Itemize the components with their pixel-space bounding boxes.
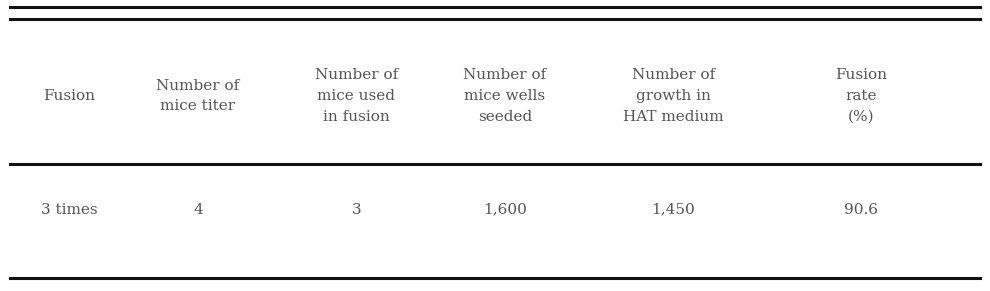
Text: 1,600: 1,600 bbox=[483, 203, 527, 217]
Text: Number of
growth in
HAT medium: Number of growth in HAT medium bbox=[623, 68, 724, 124]
Text: Fusion
rate
(%): Fusion rate (%) bbox=[836, 68, 887, 124]
Text: Fusion: Fusion bbox=[44, 89, 95, 103]
Text: Number of
mice used
in fusion: Number of mice used in fusion bbox=[315, 68, 398, 124]
Text: 3: 3 bbox=[351, 203, 361, 217]
Text: 4: 4 bbox=[193, 203, 203, 217]
Text: Number of
mice wells
seeded: Number of mice wells seeded bbox=[463, 68, 546, 124]
Text: 3 times: 3 times bbox=[41, 203, 98, 217]
Text: 90.6: 90.6 bbox=[844, 203, 878, 217]
Text: 1,450: 1,450 bbox=[651, 203, 695, 217]
Text: Number of
mice titer: Number of mice titer bbox=[156, 79, 240, 113]
